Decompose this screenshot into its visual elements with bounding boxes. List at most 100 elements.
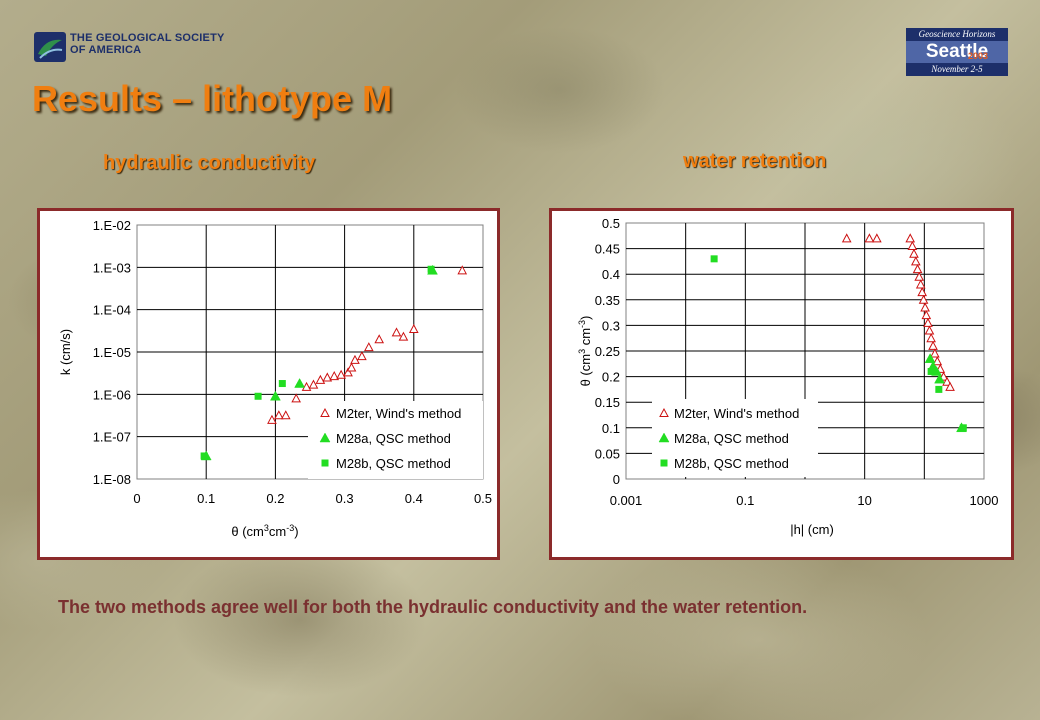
data-point [710, 255, 718, 263]
data-point [872, 233, 882, 243]
data-point [921, 310, 932, 320]
data-point [200, 452, 208, 460]
x-tick-label: 1000 [970, 493, 999, 508]
x-tick-label: 0 [133, 491, 140, 506]
gsa-logo: THE GEOLOGICAL SOCIETY OF AMERICA [34, 30, 234, 70]
y-tick-label: 1.E-03 [93, 260, 131, 275]
data-point [336, 369, 346, 379]
legend-marker [320, 407, 330, 417]
x-tick-label: 0.001 [610, 493, 643, 508]
data-point [942, 376, 952, 386]
legend-label: M28b, QSC method [336, 456, 451, 471]
subtitle-hydraulic-conductivity: hydraulic conductivity [103, 152, 316, 174]
data-point [357, 351, 367, 361]
slide-title: Results – lithotype M [32, 78, 393, 119]
series-3 [710, 255, 967, 432]
y-tick-label: 0.1 [602, 421, 620, 436]
data-point [926, 333, 936, 343]
data-point [927, 367, 935, 375]
data-point [329, 371, 340, 381]
y-tick-label: 1.E-02 [93, 218, 131, 233]
slide-caption: The two methods agree well for both the … [58, 597, 808, 617]
event-logo: Geoscience Horizons Seattle 2003 Novembe… [906, 28, 1008, 76]
data-point [920, 302, 930, 312]
data-point [280, 410, 291, 420]
legend-box [308, 401, 483, 479]
legend-label: M28a, QSC method [674, 431, 789, 446]
data-point [343, 367, 353, 377]
data-point [408, 323, 419, 333]
water-retention-chart: 0.001 0.1 10 1000 0 0.05 0.1 0.15 0.2 0.25 0.3 0.35… [549, 208, 1014, 560]
data-point [917, 287, 928, 297]
data-point [294, 378, 306, 388]
data-point [363, 342, 374, 352]
y-tick-label: 0.05 [595, 446, 620, 461]
y-tick-label: 0.25 [595, 344, 620, 359]
data-point [254, 392, 262, 400]
data-point [322, 372, 333, 382]
data-point [912, 264, 923, 274]
x-tick-label: 0.5 [474, 491, 492, 506]
gsa-logo-line1: THE GEOLOGICAL SOCIETY [70, 32, 225, 44]
legend-label: M28a, QSC method [336, 431, 451, 446]
y-tick-label: 1.E-08 [93, 472, 131, 487]
y-gridlines [137, 266, 483, 438]
y-tick-label: 0.15 [595, 395, 620, 410]
data-point [945, 381, 955, 391]
data-point [910, 256, 921, 266]
data-point [291, 393, 301, 403]
data-point [924, 325, 935, 335]
event-logo-city: Seattle [906, 41, 1008, 63]
x-tick-label: 0.1 [197, 491, 215, 506]
data-point [841, 233, 852, 243]
data-point [350, 354, 360, 364]
y-tick-label: 0.5 [602, 216, 620, 231]
legend-marker [321, 459, 329, 467]
x-tick-label: 0.1 [736, 493, 754, 508]
y-tick-label: 1.E-06 [93, 387, 131, 402]
legend: M2ter, Wind's method M28a, QSC method M28b… [308, 401, 483, 479]
legend-label: M28b, QSC method [674, 456, 789, 471]
data-point [427, 265, 435, 273]
data-point [924, 353, 936, 363]
legend-marker [658, 432, 670, 443]
data-point [391, 327, 402, 337]
data-point [930, 348, 940, 358]
data-point [398, 331, 409, 341]
data-point [267, 414, 277, 424]
y-tick-label: 0.45 [595, 242, 620, 257]
data-point [934, 373, 945, 384]
y-tick-label: 1.E-04 [93, 303, 131, 318]
legend-label: M2ter, Wind's method [336, 406, 461, 421]
data-point [864, 233, 875, 243]
water-retention-plot: 0.001 0.1 10 1000 0 0.05 0.1 0.15 0.2 0.25 0.3 0.35… [577, 216, 999, 537]
data-point [905, 233, 916, 243]
data-point [301, 381, 312, 391]
series-3 [200, 265, 435, 460]
legend-label: M2ter, Wind's method [674, 406, 799, 421]
data-point [923, 317, 933, 327]
hydraulic-conductivity-plot: 0 0.1 0.2 0.3 0.4 0.5 1.E-08 1.E-07 1.E-06 1.E-05… [58, 218, 492, 539]
subtitle-water-retention: water retention [683, 150, 827, 172]
x-axis-label: θ (cm3cm-3) [231, 523, 298, 539]
data-point [308, 379, 319, 389]
data-point [907, 240, 918, 251]
gsa-globe-icon [34, 32, 66, 62]
legend: M2ter, Wind's method M28a, QSC method M28b… [652, 399, 818, 477]
data-point [346, 362, 357, 372]
x-axis-label: |h| (cm) [790, 522, 834, 537]
data-point [374, 334, 385, 344]
data-point [274, 410, 284, 420]
event-logo-year: 2003 [968, 51, 989, 61]
data-point [909, 248, 919, 258]
data-point [928, 340, 938, 350]
y-axis-label: θ (cm3 cm-3) [577, 316, 593, 387]
x-tick-label: 0.3 [336, 491, 354, 506]
event-logo-tagline: Geoscience Horizons [906, 28, 1008, 41]
x-tick-label: 0.2 [266, 491, 284, 506]
series-1 [267, 265, 468, 424]
y-tick-label: 0.3 [602, 318, 620, 333]
hydraulic-conductivity-chart: 0 0.1 0.2 0.3 0.4 0.5 1.E-08 1.E-07 1.E-06 1.E-05… [37, 208, 500, 560]
data-point [278, 380, 286, 388]
y-tick-label: 1.E-07 [93, 430, 131, 445]
